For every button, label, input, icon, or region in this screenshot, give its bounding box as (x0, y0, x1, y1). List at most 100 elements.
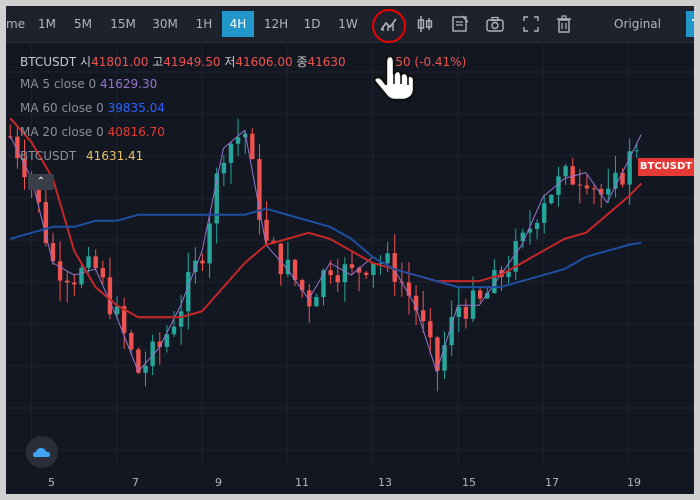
candle-body (520, 232, 526, 242)
candle-body (129, 332, 134, 350)
candle-body (542, 203, 547, 223)
candle-body (584, 185, 590, 189)
candle-body (15, 136, 20, 159)
ma60-label: MA 60 close 0 (20, 101, 104, 115)
candle-body (613, 172, 618, 189)
close-value: 41630 (307, 55, 346, 69)
candle-body (178, 311, 184, 327)
fullscreen-icon[interactable] (519, 12, 543, 36)
candle-body (72, 282, 77, 285)
candle-body (442, 345, 447, 371)
candle-body (606, 188, 611, 195)
price-label: BTCUSDT (20, 149, 77, 163)
interval-30m[interactable]: 30M (152, 17, 178, 31)
candle-body (627, 151, 632, 185)
ma5-line (9, 129, 642, 373)
trash-icon[interactable] (552, 12, 576, 36)
candle-body (143, 365, 148, 373)
camera-icon[interactable] (483, 12, 507, 36)
x-tick-label: 11 (295, 476, 309, 489)
candle-body (371, 263, 376, 275)
candle-body (107, 277, 113, 315)
interval-1h[interactable]: 1H (195, 17, 213, 31)
x-tick-label: 13 (378, 476, 392, 489)
price-chart[interactable] (6, 42, 694, 470)
candle-body (321, 270, 326, 298)
candle-body (278, 243, 284, 275)
candle-body (150, 341, 155, 366)
candle-body (420, 310, 426, 322)
symbol-label: BTCUSDT (20, 55, 77, 69)
ma5-legend[interactable]: MA 5 close 0 41629.30 (20, 77, 157, 91)
candle-body (364, 272, 369, 275)
candle-body (114, 306, 120, 315)
candle-body (349, 264, 355, 268)
last-price-badge: BTCUSDT (638, 158, 694, 176)
interval-12h[interactable]: 12H (263, 17, 289, 31)
ma60-legend[interactable]: MA 60 close 0 39835.04 (20, 101, 165, 115)
interval-15m[interactable]: 15M (110, 17, 136, 31)
candle-body (164, 334, 170, 348)
candle-body (456, 306, 461, 318)
candle-body (598, 188, 604, 195)
ma60-value: 39835.04 (107, 101, 165, 115)
trade-button[interactable]: Tra (686, 11, 694, 37)
candle-body (93, 256, 98, 269)
x-tick-label: 19 (627, 476, 641, 489)
candle-body (492, 269, 497, 293)
interval-1w[interactable]: 1W (338, 17, 358, 31)
candle-body (65, 280, 70, 283)
candle-body (264, 219, 269, 241)
candle-body (477, 290, 483, 299)
candle-body (513, 241, 518, 272)
candle-body (435, 337, 440, 371)
candle-body (157, 341, 162, 348)
candle-body (428, 321, 433, 338)
candle-body (556, 176, 561, 195)
tradingview-logo[interactable] (26, 436, 58, 468)
candle-body (136, 349, 141, 373)
ma5-value: 41629.30 (100, 77, 158, 91)
candle-body (257, 159, 262, 220)
note-icon[interactable] (448, 12, 472, 36)
ma20-value: 40816.70 (107, 125, 165, 139)
candle-body (392, 253, 397, 282)
chart-window: me 1M 5M 15M 30M 1H 4H 12H 1D 1W (6, 6, 694, 494)
close-label: 종 (296, 55, 308, 69)
candle-body (292, 259, 298, 281)
candle-body (314, 297, 319, 307)
collapse-legend-button[interactable]: ⌃ (28, 174, 54, 190)
interval-1d[interactable]: 1D (303, 17, 321, 31)
candle-body (413, 295, 419, 311)
interval-partial[interactable]: me (6, 17, 26, 31)
interval-4h[interactable]: 4H (222, 11, 254, 37)
price-value: 41631.41 (86, 149, 144, 163)
candle-body (449, 317, 454, 346)
candle-body (406, 282, 412, 296)
ma20-legend[interactable]: MA 20 close 0 40816.70 (20, 125, 165, 139)
candle-body (221, 162, 227, 174)
interval-1m[interactable]: 1M (38, 17, 56, 31)
ma5-label: MA 5 close 0 (20, 77, 97, 91)
high-value: 41949.50 (163, 55, 221, 69)
change-value: .50 (-0.41%) (391, 55, 467, 69)
candle-body (79, 267, 84, 285)
interval-5m[interactable]: 5M (74, 17, 92, 31)
candle-style-icon[interactable] (413, 12, 437, 36)
candle-body (549, 194, 554, 204)
candle-body (200, 260, 205, 264)
candle-body (634, 150, 639, 152)
candle-body (36, 181, 41, 203)
original-toggle[interactable]: Original (614, 17, 661, 31)
candle-body (620, 172, 625, 185)
candle-body (186, 272, 191, 312)
candle-body (506, 271, 511, 278)
ohlc-legend: BTCUSDT 시41801.00 고41949.50 저41606.00 종4… (20, 53, 466, 70)
price-legend[interactable]: BTCUSDT 41631.41 (20, 149, 143, 163)
x-tick-label: 17 (545, 476, 559, 489)
x-tick-label: 7 (132, 476, 139, 489)
high-label: 고 (152, 55, 164, 69)
candle-body (385, 253, 390, 264)
ma20-label: MA 20 close 0 (20, 125, 104, 139)
ma20-line (9, 117, 642, 319)
